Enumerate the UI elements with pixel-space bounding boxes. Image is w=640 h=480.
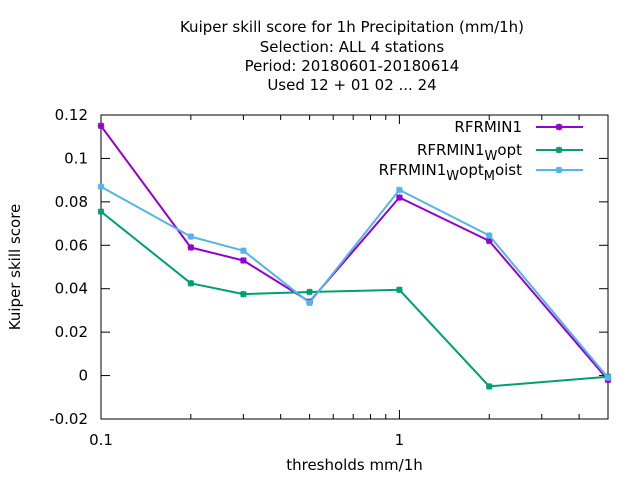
data-point <box>187 244 195 251</box>
marker-d2 <box>396 286 403 294</box>
legend-marker <box>555 166 563 174</box>
legend-label-part: opt <box>497 141 522 159</box>
marker-d2 <box>396 186 403 194</box>
series-layer <box>97 122 612 390</box>
x-tick-label: 0.1 <box>89 431 113 449</box>
data-point <box>485 237 493 245</box>
data-point <box>240 290 247 298</box>
marker-d2 <box>485 232 493 239</box>
marker-d2 <box>396 194 403 201</box>
data-point <box>396 286 403 294</box>
marker-d2 <box>306 288 313 296</box>
y-tick-label: 0.02 <box>55 323 88 341</box>
legend-label: RFRMIN1 <box>454 118 522 136</box>
marker-d2 <box>604 374 612 382</box>
data-point <box>97 183 105 190</box>
chart-title: Kuiper skill score for 1h Precipitation … <box>180 18 524 94</box>
marker-d2 <box>187 233 195 240</box>
series-3 <box>97 183 612 382</box>
data-point <box>396 186 403 194</box>
plot-frame <box>100 114 609 420</box>
marker-d2 <box>485 383 493 390</box>
data-point <box>306 288 313 296</box>
series-1 <box>97 122 612 384</box>
marker-d2 <box>97 183 105 190</box>
marker-d2 <box>240 257 247 264</box>
y-tick-label: 0.1 <box>64 149 88 167</box>
series-line <box>100 125 609 381</box>
series-line <box>100 210 609 388</box>
marker-d2 <box>555 166 563 174</box>
marker-d2 <box>555 146 563 154</box>
legend-item-3: RFRMIN1WoptMoist <box>379 161 583 184</box>
data-point <box>240 257 247 264</box>
marker-d2 <box>555 123 563 131</box>
marker-d2 <box>97 122 105 130</box>
y-axis: -0.02 0 0.02 0.04 0.06 0.08 0.1 0.12 <box>49 106 608 428</box>
title-line-1: Kuiper skill score for 1h Precipitation … <box>180 18 524 36</box>
title-line-3: Period: 20180601-20180614 <box>245 57 460 75</box>
data-point <box>306 299 313 307</box>
marker-d2 <box>187 279 195 287</box>
marker-d2 <box>187 244 195 251</box>
marker-d2 <box>97 208 105 215</box>
legend-label-part: RFRMIN1 <box>454 118 522 136</box>
x-tick-label: 1 <box>395 431 405 449</box>
data-point <box>604 374 612 382</box>
title-line-2: Selection: ALL 4 stations <box>260 38 445 56</box>
legend-item-2: RFRMIN1Wopt <box>417 141 583 164</box>
y-axis-label: Kuiper skill score <box>6 204 24 331</box>
data-point <box>240 247 247 255</box>
legend-label: RFRMIN1Wopt <box>417 141 522 164</box>
legend-label-part: W <box>485 149 498 164</box>
legend-item-1: RFRMIN1 <box>454 118 583 136</box>
legend-label-part: opt <box>459 161 484 179</box>
data-point <box>187 279 195 287</box>
title-line-4: Used 12 + 01 02 ... 24 <box>267 76 436 94</box>
data-point <box>396 194 403 201</box>
y-tick-label: 0.06 <box>55 236 88 254</box>
data-point <box>97 208 105 215</box>
series-line <box>100 185 609 379</box>
y-tick-label: 0.12 <box>55 106 88 124</box>
data-point <box>485 383 493 390</box>
marker-d2 <box>485 237 493 245</box>
marker-d2 <box>240 247 247 255</box>
legend-label: RFRMIN1WoptMoist <box>379 161 522 184</box>
legend-marker <box>555 123 563 131</box>
marker-d2 <box>306 299 313 307</box>
series-2 <box>97 208 612 390</box>
legend-label-part: W <box>446 169 459 184</box>
data-point <box>485 232 493 239</box>
data-point <box>187 233 195 240</box>
legend-label-part: oist <box>495 161 522 179</box>
x-axis: 0.1 1 <box>89 115 609 449</box>
legend-marker <box>555 146 563 154</box>
y-tick-label: 0.08 <box>55 193 88 211</box>
legend-label-part: RFRMIN1 <box>417 141 485 159</box>
data-point <box>97 122 105 130</box>
y-tick-label: -0.02 <box>49 410 88 428</box>
x-axis-label: thresholds mm/1h <box>286 456 423 474</box>
y-tick-label: 0.04 <box>55 280 88 298</box>
legend-label-part: M <box>484 169 495 184</box>
marker-d2 <box>240 290 247 298</box>
legend-label-part: RFRMIN1 <box>379 161 447 179</box>
y-tick-label: 0 <box>78 367 88 385</box>
